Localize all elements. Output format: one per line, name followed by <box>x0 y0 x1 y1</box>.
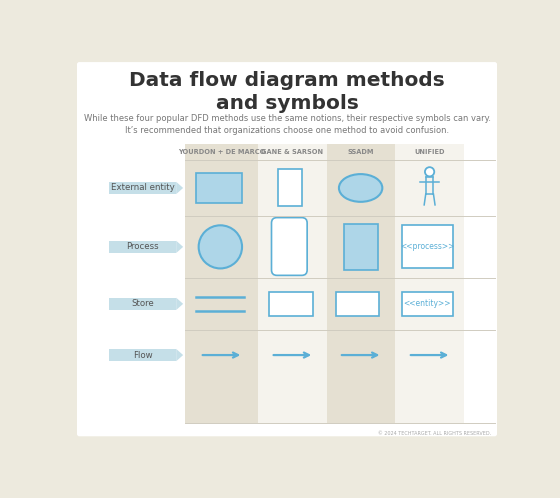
Bar <box>185 144 258 423</box>
Bar <box>258 144 326 423</box>
FancyBboxPatch shape <box>77 62 497 436</box>
Bar <box>109 298 176 310</box>
Bar <box>195 173 242 203</box>
Bar <box>336 291 379 316</box>
Ellipse shape <box>339 174 382 202</box>
Polygon shape <box>176 182 183 194</box>
Text: SSADM: SSADM <box>347 149 374 155</box>
Text: <<entity>>: <<entity>> <box>404 299 451 308</box>
Text: UNIFIED: UNIFIED <box>414 149 445 155</box>
Bar <box>403 225 453 267</box>
Circle shape <box>425 167 434 176</box>
Bar <box>109 349 176 361</box>
Text: Data flow diagram methods
and symbols: Data flow diagram methods and symbols <box>129 71 445 113</box>
Bar <box>326 144 395 423</box>
Text: External entity: External entity <box>110 183 174 192</box>
Text: YOURDON + DE MARCO: YOURDON + DE MARCO <box>178 149 265 155</box>
Bar <box>269 291 312 316</box>
Text: © 2024 TECHTARGET. ALL RIGHTS RESERVED.: © 2024 TECHTARGET. ALL RIGHTS RESERVED. <box>377 430 491 436</box>
Bar <box>109 241 176 253</box>
Text: While these four popular DFD methods use the same notions, their respective symb: While these four popular DFD methods use… <box>83 114 491 135</box>
Polygon shape <box>176 349 183 361</box>
Polygon shape <box>176 241 183 253</box>
Text: GANE & SARSON: GANE & SARSON <box>262 149 324 155</box>
Bar <box>278 169 302 206</box>
Text: Process: Process <box>126 243 159 251</box>
Circle shape <box>199 225 242 268</box>
Text: <<process>>: <<process>> <box>400 243 455 251</box>
FancyBboxPatch shape <box>272 218 307 275</box>
Bar <box>395 144 464 423</box>
Text: Flow: Flow <box>133 351 152 360</box>
Bar <box>109 182 176 194</box>
Polygon shape <box>176 298 183 310</box>
Bar <box>344 224 377 270</box>
Bar <box>403 291 453 316</box>
Text: Store: Store <box>131 299 154 308</box>
